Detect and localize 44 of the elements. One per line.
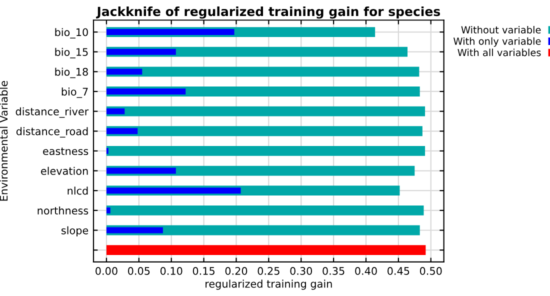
y-tick-label: eastness	[43, 148, 88, 156]
x-tick-label: 0.10	[160, 267, 182, 275]
bar	[106, 128, 138, 134]
legend-label: With all variables	[458, 48, 541, 56]
bar	[106, 48, 176, 55]
x-axis-title: regularized training gain	[206, 280, 332, 290]
x-tick-label: 0.20	[225, 267, 248, 275]
y-tick-label: elevation	[41, 166, 88, 175]
y-tick-label: bio_18	[55, 68, 88, 78]
x-tick-label: 0.50	[420, 267, 442, 275]
bar	[106, 108, 125, 114]
x-tick-label: 0.15	[192, 267, 214, 275]
bar	[106, 29, 234, 35]
bar	[106, 245, 426, 256]
y-tick-label: distance_river	[16, 107, 89, 118]
y-tick-label: bio_10	[55, 28, 88, 38]
chart-title: Jackknife of regularized training gain for species	[96, 6, 440, 19]
bar	[106, 207, 110, 214]
bar	[106, 66, 420, 77]
bar	[106, 205, 424, 216]
x-tick-label: 0.45	[388, 267, 410, 275]
legend-label: With only variable	[454, 37, 541, 47]
y-tick-label: bio_15	[55, 48, 88, 58]
x-tick-label: 0.30	[290, 267, 312, 275]
y-tick-label: bio_7	[62, 88, 88, 98]
x-tick-label: 0.35	[322, 267, 344, 275]
legend-label: Without variable	[461, 26, 541, 34]
y-tick-label: northness	[38, 206, 88, 215]
bar	[106, 146, 426, 156]
x-tick-label: 0.05	[128, 267, 150, 275]
bar	[106, 68, 142, 75]
x-tick-label: 0.40	[355, 267, 377, 275]
y-tick-label: slope	[61, 226, 88, 236]
bar	[106, 188, 241, 194]
bar	[106, 106, 426, 116]
bar	[106, 227, 163, 234]
x-tick-label: 0.25	[258, 267, 280, 275]
bar	[106, 126, 422, 136]
x-tick-label: 0.00	[96, 267, 118, 275]
bar	[106, 168, 176, 174]
y-axis-title: Environmental Variable	[0, 80, 8, 201]
y-tick-label: nlcd	[68, 186, 88, 195]
y-tick-label: distance_road	[16, 127, 88, 138]
bar	[106, 88, 186, 94]
